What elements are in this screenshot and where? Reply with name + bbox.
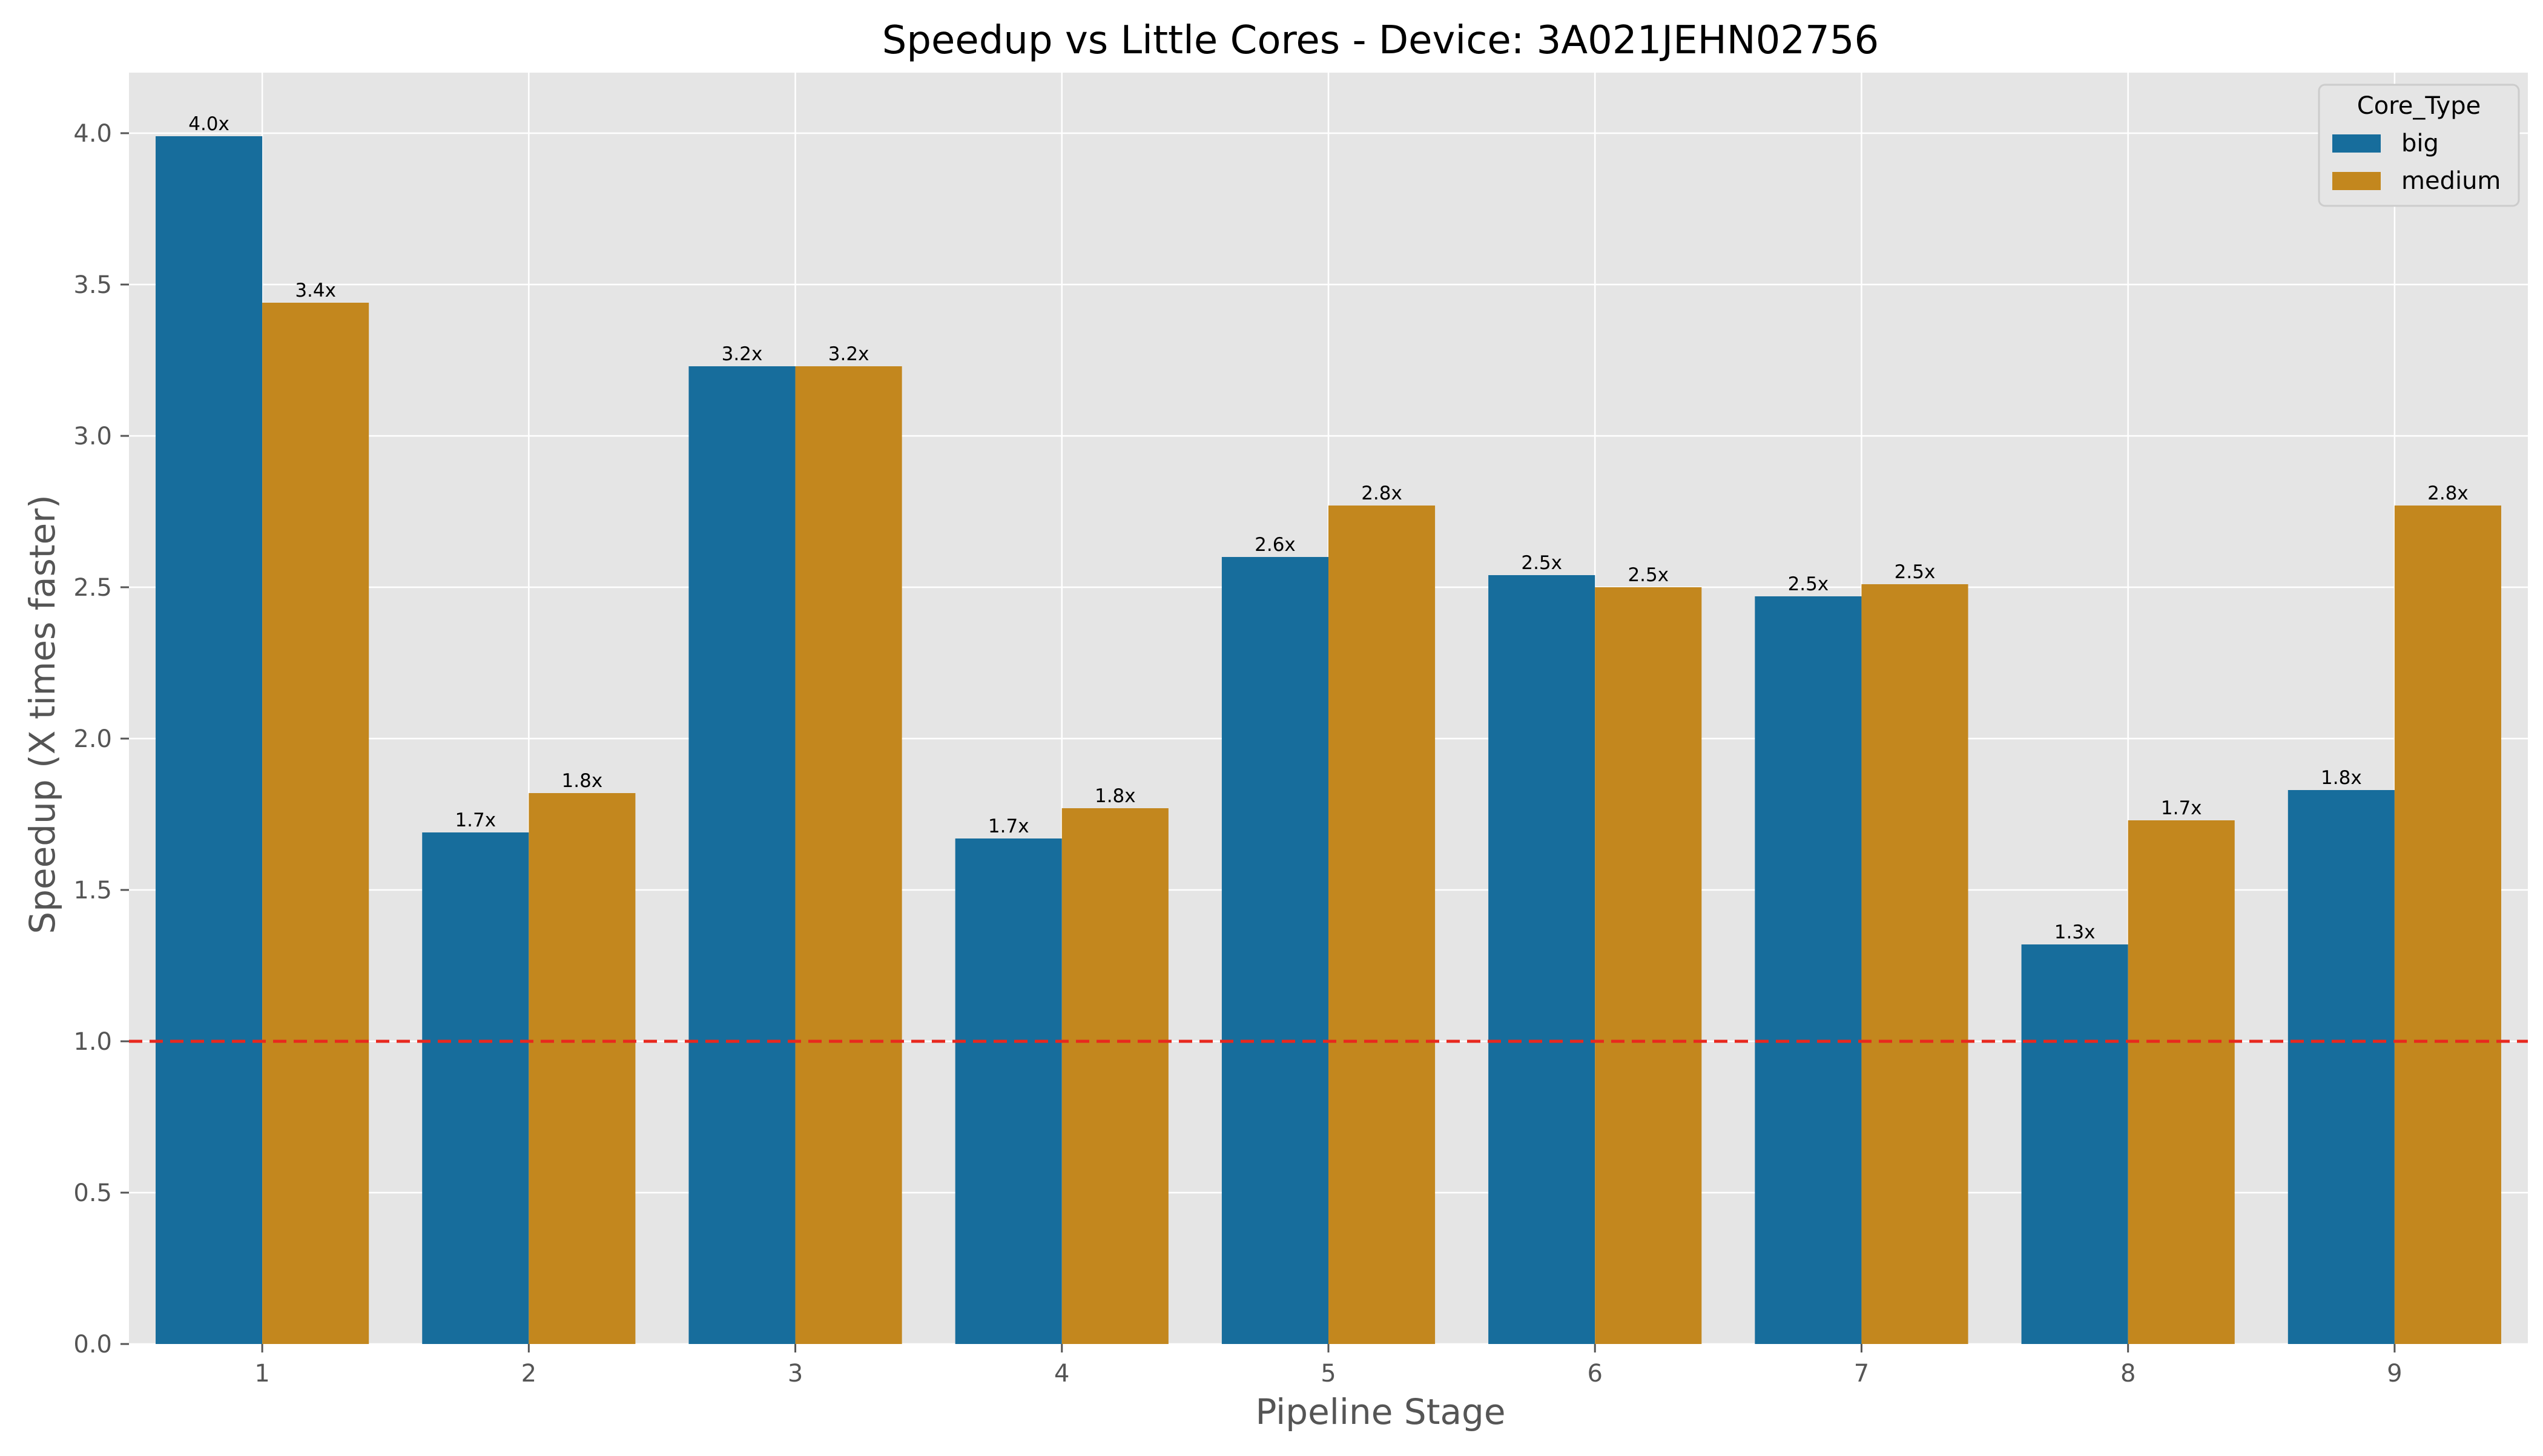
x-tick-label: 6 <box>1587 1360 1602 1388</box>
bar-medium-2 <box>529 793 636 1344</box>
data-label-medium-2: 1.8x <box>562 770 603 792</box>
y-axis: 0.0 0.5 1.0 1.5 2.0 2.5 3.0 3.5 4.0 <box>73 120 129 1359</box>
legend: Core_Type big medium <box>2318 84 2520 207</box>
data-label-big-1: 4.0x <box>188 113 229 135</box>
bar-big-9 <box>2287 790 2395 1344</box>
data-label-big-5: 2.6x <box>1255 534 1296 556</box>
bar-medium-3 <box>795 366 902 1344</box>
data-label-big-9: 1.8x <box>2321 767 2362 789</box>
legend-swatch-big <box>2332 134 2381 153</box>
data-label-big-7: 2.5x <box>1788 573 1829 595</box>
y-tick-label: 1.0 <box>73 1028 112 1056</box>
bar-big-5 <box>1221 557 1328 1344</box>
bar-big-1 <box>156 136 263 1344</box>
x-tick-label: 8 <box>2120 1360 2136 1388</box>
bars <box>156 136 2501 1344</box>
data-label-big-4: 1.7x <box>988 815 1029 837</box>
data-label-big-2: 1.7x <box>455 809 496 831</box>
x-tick-label: 1 <box>254 1360 269 1388</box>
data-label-medium-5: 2.8x <box>1361 483 1402 504</box>
data-label-medium-8: 1.7x <box>2161 797 2202 819</box>
legend-label-big: big <box>2401 130 2439 157</box>
bar-medium-5 <box>1328 506 1436 1344</box>
bar-medium-8 <box>2128 820 2235 1344</box>
y-axis-label: Speedup (X times faster) <box>22 495 63 934</box>
x-tick-label: 9 <box>2387 1360 2402 1388</box>
bar-medium-7 <box>1861 584 1968 1344</box>
bar-big-7 <box>1755 596 1862 1344</box>
data-label-medium-4: 1.8x <box>1095 785 1136 807</box>
bar-medium-4 <box>1061 808 1169 1344</box>
data-label-big-6: 2.5x <box>1521 552 1562 574</box>
y-tick-label: 2.0 <box>73 725 112 753</box>
x-tick-label: 4 <box>1054 1360 1069 1388</box>
y-tick-label: 3.0 <box>73 423 112 450</box>
x-tick-label: 3 <box>788 1360 803 1388</box>
x-axis-label: Pipeline Stage <box>1255 1391 1505 1432</box>
legend-title: Core_Type <box>2357 92 2481 120</box>
bar-big-6 <box>1488 575 1595 1344</box>
data-label-medium-9: 2.8x <box>2427 483 2469 504</box>
data-labels: 4.0x 1.7x 3.2x 1.7x 2.6x 2.5x 2.5x 1.3x 1.8x 3.4x… <box>188 113 2469 943</box>
chart-title: Speedup vs Little Cores - Device: 3A021J… <box>882 18 1879 63</box>
bar-medium-1 <box>262 303 369 1344</box>
legend-swatch-medium <box>2332 172 2381 190</box>
data-label-medium-1: 3.4x <box>295 280 336 301</box>
bar-big-8 <box>2021 944 2128 1344</box>
bar-big-2 <box>422 832 529 1344</box>
data-label-big-8: 1.3x <box>2054 921 2096 943</box>
x-axis: 1 2 3 4 5 6 7 8 9 <box>254 1344 2403 1388</box>
y-tick-label: 3.5 <box>73 271 112 299</box>
y-tick-label: 4.0 <box>73 120 112 148</box>
bar-medium-6 <box>1595 587 1702 1344</box>
y-tick-label: 0.5 <box>73 1179 112 1207</box>
y-tick-label: 2.5 <box>73 574 112 602</box>
legend-label-medium: medium <box>2401 167 2501 195</box>
x-tick-label: 7 <box>1854 1360 1869 1388</box>
y-tick-label: 0.0 <box>73 1331 112 1359</box>
data-label-medium-3: 3.2x <box>828 343 869 365</box>
bar-big-3 <box>688 366 796 1344</box>
y-tick-label: 1.5 <box>73 877 112 904</box>
data-label-medium-7: 2.5x <box>1895 561 1936 583</box>
bar-medium-9 <box>2394 506 2501 1344</box>
data-label-medium-6: 2.5x <box>1628 564 1669 586</box>
data-label-big-3: 3.2x <box>722 343 763 365</box>
bar-big-4 <box>955 838 1062 1344</box>
x-tick-label: 2 <box>521 1360 536 1388</box>
x-tick-label: 5 <box>1321 1360 1336 1388</box>
